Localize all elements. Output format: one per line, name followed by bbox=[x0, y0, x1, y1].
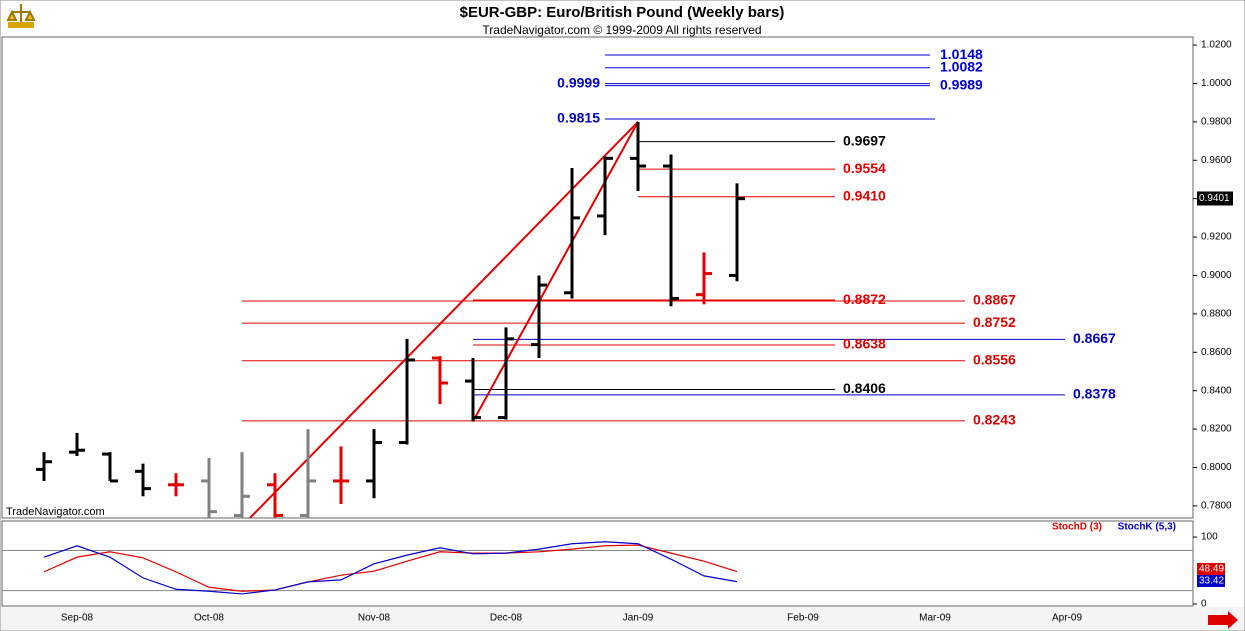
main-panel bbox=[1, 36, 1194, 519]
x-axis-strip bbox=[1, 607, 1244, 630]
level-label: 0.9999 bbox=[557, 74, 600, 90]
y-tick-label: 0.7800 bbox=[1201, 501, 1232, 512]
y-tick-label: 0.9200 bbox=[1201, 232, 1232, 243]
x-tick-label: Nov-08 bbox=[358, 613, 391, 624]
level-label: 0.8638 bbox=[843, 336, 886, 352]
last-price-box bbox=[1197, 191, 1233, 206]
level-label: 0.8406 bbox=[843, 380, 886, 396]
y-tick-label: 0.8200 bbox=[1201, 424, 1232, 435]
chart-subtitle: TradeNavigator.com © 1999-2009 All right… bbox=[482, 23, 761, 37]
x-tick-label: Dec-08 bbox=[490, 613, 523, 624]
level-label: 0.9554 bbox=[843, 160, 886, 176]
last-value-box bbox=[1197, 575, 1225, 587]
y-tick-label: 0.8000 bbox=[1201, 462, 1232, 473]
y-tick-label: 1.0000 bbox=[1201, 78, 1232, 89]
level-label: 0.8872 bbox=[843, 291, 886, 307]
x-tick-label: Mar-09 bbox=[919, 613, 951, 624]
stoch-line bbox=[43, 544, 738, 592]
level-label: 0.9815 bbox=[557, 110, 600, 126]
y-tick-label: 0.9800 bbox=[1201, 117, 1232, 128]
level-label: 0.8378 bbox=[1073, 386, 1116, 402]
y-tick-label: 1.0200 bbox=[1201, 40, 1232, 51]
x-tick-label: Jan-09 bbox=[623, 613, 654, 624]
level-label: 0.8752 bbox=[973, 314, 1016, 330]
level-label: 0.9410 bbox=[843, 187, 886, 203]
level-label: 0.9989 bbox=[940, 76, 983, 92]
y-tick-label: 0.8400 bbox=[1201, 385, 1232, 396]
last-price-label: 0.9401 bbox=[1199, 193, 1230, 204]
last-value-label: 48.49 bbox=[1199, 564, 1224, 575]
y-tick-label: 0.9000 bbox=[1201, 270, 1232, 281]
level-label: 0.8867 bbox=[973, 292, 1016, 308]
x-tick-label: Feb-09 bbox=[787, 613, 819, 624]
level-label: 0.8243 bbox=[973, 412, 1016, 428]
trend-line bbox=[472, 121, 639, 422]
stoch-line bbox=[43, 541, 738, 595]
x-tick-label: Sep-08 bbox=[61, 613, 94, 624]
scroll-arrow[interactable] bbox=[1208, 611, 1238, 629]
logo bbox=[6, 4, 36, 28]
level-label: 0.8667 bbox=[1073, 330, 1116, 346]
x-tick-label: Apr-09 bbox=[1052, 613, 1082, 624]
y-tick-label: 0.8600 bbox=[1201, 347, 1232, 358]
last-value-box bbox=[1197, 563, 1225, 575]
level-label: 1.0082 bbox=[940, 58, 983, 74]
y-tick-label: 0.8800 bbox=[1201, 309, 1232, 320]
stoch-panel bbox=[1, 520, 1194, 607]
y-tick-label: 100 bbox=[1201, 532, 1218, 543]
y-tick-label: 0 bbox=[1201, 599, 1207, 610]
main-plot bbox=[36, 54, 1065, 518]
last-value-label: 33.42 bbox=[1199, 576, 1224, 587]
x-tick-label: Oct-08 bbox=[194, 613, 224, 624]
level-label: 0.8556 bbox=[973, 351, 1016, 367]
legend-entry: StochK (5,3) bbox=[1118, 522, 1176, 533]
chart-title: $EUR-GBP: Euro/British Pound (Weekly bar… bbox=[460, 4, 785, 21]
level-label: 1.0148 bbox=[940, 46, 983, 62]
watermark: TradeNavigator.com bbox=[6, 506, 105, 518]
level-label: 0.9697 bbox=[843, 132, 886, 148]
y-tick-label: 0.9600 bbox=[1201, 155, 1232, 166]
legend-entry: StochD (3) bbox=[1052, 522, 1102, 533]
